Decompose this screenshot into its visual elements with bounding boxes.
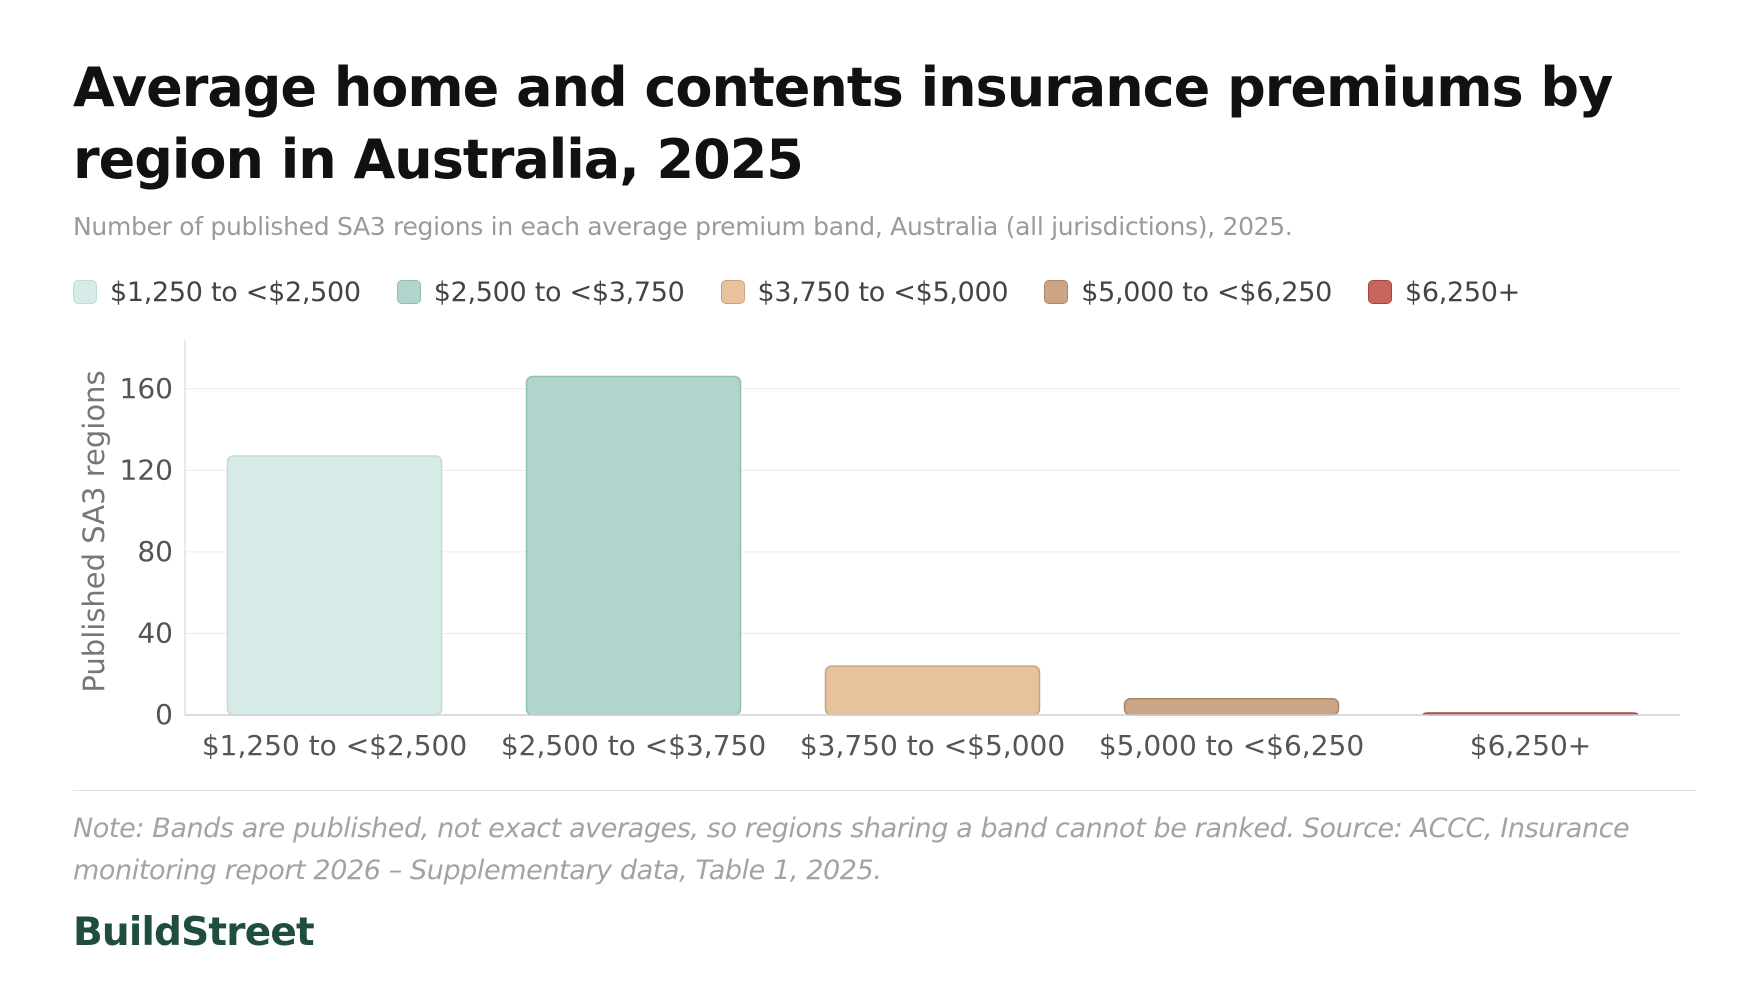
legend-swatch — [73, 280, 97, 304]
x-tick-label: $5,000 to <$6,250 — [1099, 729, 1364, 762]
brand-logo: BuildStreet — [73, 910, 315, 955]
legend-item: $2,500 to <$3,750 — [396, 276, 685, 308]
legend-label: $1,250 to <$2,500 — [110, 276, 361, 308]
y-tick-label: 160 — [120, 372, 173, 405]
footer-divider — [73, 790, 1696, 791]
legend-item: $6,250+ — [1368, 277, 1520, 308]
legend-label: $5,000 to <$6,250 — [1081, 276, 1332, 308]
source-note: Note: Bands are published, not exact ave… — [73, 813, 1630, 886]
x-tick-label: $2,500 to <$3,750 — [501, 729, 766, 762]
legend-label: $3,750 to <$5,000 — [757, 276, 1009, 308]
x-tick-label: $6,250+ — [1470, 729, 1591, 762]
legend-swatch — [1368, 280, 1392, 304]
y-tick-label: 120 — [120, 453, 173, 486]
legend-item: $5,000 to <$6,250 — [1044, 277, 1332, 308]
bar — [1123, 697, 1340, 716]
chart-title: Average home and contents insurance prem… — [73, 56, 1613, 191]
x-tick-label: $1,250 to <$2,500 — [202, 729, 467, 762]
y-tick-label: 0 — [155, 698, 173, 731]
y-axis-label: Published SA3 regions — [77, 370, 111, 692]
bar — [525, 375, 742, 716]
legend-swatch — [720, 280, 745, 304]
y-tick-label: 40 — [137, 616, 173, 649]
legend-label: $6,250+ — [1405, 276, 1520, 308]
legend-swatch — [1044, 280, 1069, 304]
legend-item: $3,750 to <$5,000 — [720, 276, 1009, 308]
y-tick-label: 80 — [137, 535, 173, 568]
bar — [226, 455, 443, 716]
legend-label: $2,500 to <$3,750 — [433, 276, 685, 308]
legend: $1,250 to <$2,500 $2,500 to <$3,750 $3,750… — [73, 272, 1556, 312]
chart-subtitle: Number of published SA3 regions in each … — [73, 212, 1293, 241]
bar-chart: 0 40 80 120 160 Published SA3 regions $1,250 t… — [77, 340, 1680, 762]
bar — [824, 665, 1041, 716]
x-tick-label: $3,750 to <$5,000 — [800, 729, 1065, 762]
legend-item: $1,250 to <$2,500 — [73, 277, 361, 308]
legend-swatch — [396, 280, 421, 304]
